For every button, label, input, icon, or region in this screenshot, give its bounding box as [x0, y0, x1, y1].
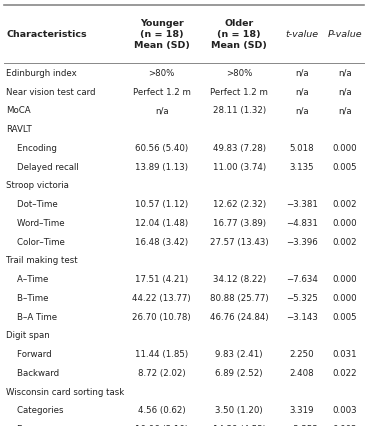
- Text: 26.70 (10.78): 26.70 (10.78): [132, 312, 191, 321]
- Text: 16.77 (3.89): 16.77 (3.89): [212, 218, 266, 227]
- Text: n/a: n/a: [338, 106, 352, 115]
- Text: Backward: Backward: [6, 368, 59, 377]
- Text: Encoding: Encoding: [6, 144, 57, 153]
- Text: >80%: >80%: [149, 69, 175, 78]
- Text: n/a: n/a: [295, 87, 309, 96]
- Text: 10.06 (3.10): 10.06 (3.10): [135, 424, 188, 426]
- Text: n/a: n/a: [295, 69, 309, 78]
- Text: Wisconsin card sorting task: Wisconsin card sorting task: [6, 387, 124, 396]
- Text: 5.018: 5.018: [290, 144, 314, 153]
- Text: −3.353: −3.353: [286, 424, 318, 426]
- Text: Perfect 1.2 m: Perfect 1.2 m: [210, 87, 268, 96]
- Text: 0.000: 0.000: [333, 293, 357, 302]
- Text: 16.48 (3.42): 16.48 (3.42): [135, 237, 188, 246]
- Text: 17.51 (4.21): 17.51 (4.21): [135, 274, 188, 283]
- Text: B–Time: B–Time: [6, 293, 49, 302]
- Text: B–A Time: B–A Time: [6, 312, 57, 321]
- Text: Forward: Forward: [6, 349, 52, 358]
- Text: 0.003: 0.003: [333, 405, 357, 414]
- Text: 6.89 (2.52): 6.89 (2.52): [215, 368, 263, 377]
- Text: n/a: n/a: [338, 69, 352, 78]
- Text: n/a: n/a: [295, 106, 309, 115]
- Text: Digit span: Digit span: [6, 331, 50, 340]
- Text: −3.396: −3.396: [286, 237, 318, 246]
- Text: 14.39 (4.53): 14.39 (4.53): [212, 424, 266, 426]
- Text: 8.72 (2.02): 8.72 (2.02): [138, 368, 186, 377]
- Text: 0.000: 0.000: [333, 274, 357, 283]
- Text: −4.831: −4.831: [286, 218, 318, 227]
- Text: Near vision test card: Near vision test card: [6, 87, 96, 96]
- Text: n/a: n/a: [155, 106, 168, 115]
- Text: 80.88 (25.77): 80.88 (25.77): [210, 293, 268, 302]
- Text: 34.12 (8.22): 34.12 (8.22): [212, 274, 266, 283]
- Text: 44.22 (13.77): 44.22 (13.77): [132, 293, 191, 302]
- Text: 60.56 (5.40): 60.56 (5.40): [135, 144, 188, 153]
- Text: 27.57 (13.43): 27.57 (13.43): [210, 237, 268, 246]
- Text: 0.031: 0.031: [333, 349, 357, 358]
- Text: −3.143: −3.143: [286, 312, 318, 321]
- Text: 0.002: 0.002: [333, 424, 357, 426]
- Text: −3.381: −3.381: [286, 199, 318, 208]
- Text: Stroop victoria: Stroop victoria: [6, 181, 69, 190]
- Text: Older
(n = 18)
Mean (SD): Older (n = 18) Mean (SD): [211, 19, 267, 50]
- Text: Characteristics: Characteristics: [6, 30, 87, 39]
- Text: −7.634: −7.634: [286, 274, 318, 283]
- Text: Edinburgh index: Edinburgh index: [6, 69, 77, 78]
- Text: 0.000: 0.000: [333, 144, 357, 153]
- Text: 3.135: 3.135: [290, 162, 314, 171]
- Text: A–Time: A–Time: [6, 274, 48, 283]
- Text: 12.62 (2.32): 12.62 (2.32): [212, 199, 266, 208]
- Text: Perfect 1.2 m: Perfect 1.2 m: [133, 87, 191, 96]
- Text: t-value: t-value: [286, 30, 319, 39]
- Text: 11.00 (3.74): 11.00 (3.74): [212, 162, 266, 171]
- Text: Color–Time: Color–Time: [6, 237, 65, 246]
- Text: Delayed recall: Delayed recall: [6, 162, 79, 171]
- Text: 46.76 (24.84): 46.76 (24.84): [210, 312, 268, 321]
- Text: 10.57 (1.12): 10.57 (1.12): [135, 199, 188, 208]
- Text: 0.002: 0.002: [333, 237, 357, 246]
- Text: 2.250: 2.250: [290, 349, 314, 358]
- Text: 49.83 (7.28): 49.83 (7.28): [212, 144, 266, 153]
- Text: Trail making test: Trail making test: [6, 256, 78, 265]
- Text: 3.50 (1.20): 3.50 (1.20): [215, 405, 263, 414]
- Text: 4.56 (0.62): 4.56 (0.62): [138, 405, 186, 414]
- Text: 2.408: 2.408: [290, 368, 314, 377]
- Text: 0.002: 0.002: [333, 199, 357, 208]
- Text: −5.325: −5.325: [286, 293, 318, 302]
- Text: >80%: >80%: [226, 69, 252, 78]
- Text: 12.04 (1.48): 12.04 (1.48): [135, 218, 188, 227]
- Text: RAVLT: RAVLT: [6, 125, 32, 134]
- Text: Categories: Categories: [6, 405, 64, 414]
- Text: Dot–Time: Dot–Time: [6, 199, 58, 208]
- Text: 13.89 (1.13): 13.89 (1.13): [135, 162, 188, 171]
- Text: 11.44 (1.85): 11.44 (1.85): [135, 349, 188, 358]
- Text: Word–Time: Word–Time: [6, 218, 65, 227]
- Text: 0.022: 0.022: [333, 368, 357, 377]
- Text: 0.000: 0.000: [333, 218, 357, 227]
- Text: 0.005: 0.005: [333, 312, 357, 321]
- Text: 0.005: 0.005: [333, 162, 357, 171]
- Text: n/a: n/a: [338, 87, 352, 96]
- Text: 9.83 (2.41): 9.83 (2.41): [215, 349, 263, 358]
- Text: MoCA: MoCA: [6, 106, 31, 115]
- Text: Errors: Errors: [6, 424, 43, 426]
- Text: Younger
(n = 18)
Mean (SD): Younger (n = 18) Mean (SD): [134, 19, 190, 50]
- Text: P-value: P-value: [328, 30, 363, 39]
- Text: 28.11 (1.32): 28.11 (1.32): [212, 106, 266, 115]
- Text: 3.319: 3.319: [290, 405, 314, 414]
